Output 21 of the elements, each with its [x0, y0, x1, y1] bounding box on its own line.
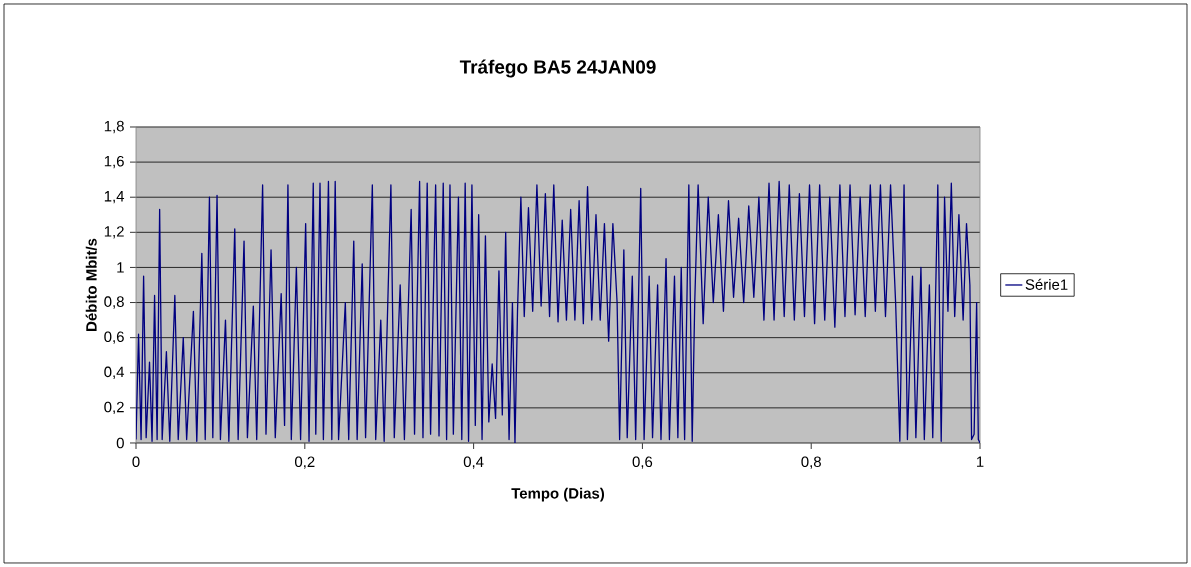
line-series	[136, 180, 981, 443]
y-tick-label: 1,2	[104, 226, 124, 239]
x-tick-label: 0,8	[801, 456, 821, 469]
x-tick-label: 0,4	[463, 456, 484, 469]
y-tick-label: 1,6	[104, 155, 124, 169]
x-tick-label: 0,6	[632, 456, 653, 469]
y-tick-label: 0	[116, 437, 124, 449]
y-tick-label: 0,6	[104, 331, 124, 344]
y-tick-label: 1	[117, 262, 124, 273]
x-tick-label: 0	[132, 456, 140, 468]
x-axis-title: Tempo (Dias)	[511, 487, 605, 502]
y-tick-label: 1,4	[104, 191, 125, 204]
legend-label: Série1	[1025, 278, 1068, 290]
x-tick-label: 0,2	[295, 456, 315, 469]
y-tick-label: 1,8	[104, 120, 124, 134]
y-axis-title: Débito Mbit/s	[85, 238, 97, 331]
y-tick-label: 0,8	[104, 296, 124, 309]
y-tick-label: 0,4	[104, 366, 125, 379]
x-tick-label: 1	[977, 456, 984, 467]
chart-title: Tráfego BA5 24JAN09	[459, 59, 656, 78]
y-tick-label: 0,2	[104, 401, 124, 415]
